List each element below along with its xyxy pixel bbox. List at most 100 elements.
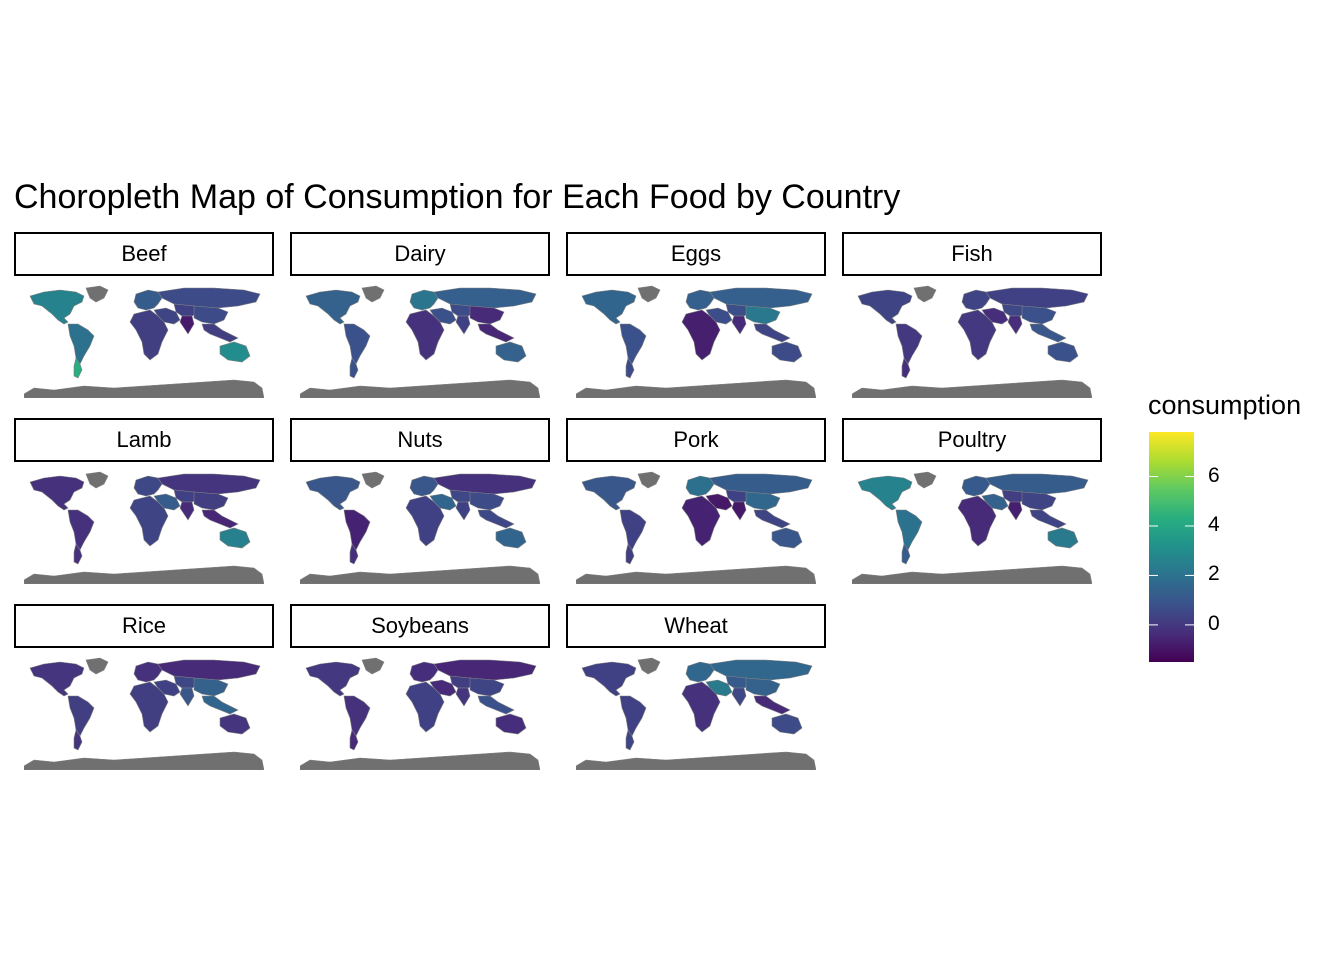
- region-india: [1007, 315, 1023, 335]
- region-china: [193, 677, 229, 697]
- region-russia: [157, 659, 261, 681]
- region-antarctica: [300, 565, 540, 584]
- facet-label-nuts: Nuts: [290, 418, 550, 462]
- region-china: [193, 491, 229, 511]
- region-argentina: [349, 729, 359, 751]
- facet-label-rice: Rice: [14, 604, 274, 648]
- region-greenland: [913, 471, 937, 489]
- world-map-nuts: [300, 471, 540, 584]
- legend-tick-label: 2: [1208, 562, 1220, 586]
- facet-label-wheat: Wheat: [566, 604, 826, 648]
- region-china: [745, 677, 781, 697]
- world-map-wheat: [576, 657, 816, 770]
- region-australia: [219, 341, 251, 363]
- region-southeast-asia: [753, 323, 791, 343]
- facet-panel-eggs: Eggs: [566, 232, 826, 398]
- region-australia: [495, 341, 527, 363]
- region-australia: [771, 713, 803, 735]
- facet-label-soybeans: Soybeans: [290, 604, 550, 648]
- region-greenland: [913, 285, 937, 303]
- region-russia: [985, 473, 1089, 495]
- region-greenland: [85, 657, 109, 675]
- facet-panel-soybeans: Soybeans: [290, 604, 550, 770]
- region-south-america: [343, 323, 371, 365]
- region-russia: [157, 473, 261, 495]
- region-europe: [409, 475, 439, 497]
- region-argentina: [349, 357, 359, 379]
- region-south-america: [67, 323, 95, 365]
- region-china: [745, 491, 781, 511]
- region-argentina: [73, 357, 83, 379]
- region-europe: [409, 289, 439, 311]
- facet-label-fish: Fish: [842, 232, 1102, 276]
- region-europe: [409, 661, 439, 683]
- region-antarctica: [576, 565, 816, 584]
- region-india: [179, 687, 195, 707]
- region-russia: [985, 287, 1089, 309]
- region-europe: [685, 661, 715, 683]
- region-russia: [709, 287, 813, 309]
- region-australia: [1047, 527, 1079, 549]
- region-antarctica: [852, 379, 1092, 398]
- region-australia: [771, 527, 803, 549]
- region-australia: [771, 341, 803, 363]
- region-argentina: [901, 357, 911, 379]
- region-africa: [681, 681, 721, 733]
- region-europe: [133, 289, 163, 311]
- region-australia: [495, 527, 527, 549]
- facet-label-beef: Beef: [14, 232, 274, 276]
- region-antarctica: [852, 565, 1092, 584]
- facet-panel-lamb: Lamb: [14, 418, 274, 584]
- region-greenland: [361, 657, 385, 675]
- region-southeast-asia: [477, 695, 515, 715]
- region-china: [1021, 305, 1057, 325]
- region-argentina: [625, 543, 635, 565]
- world-map-fish: [852, 285, 1092, 398]
- region-south-america: [67, 695, 95, 737]
- world-map-rice: [24, 657, 264, 770]
- region-russia: [709, 659, 813, 681]
- region-australia: [495, 713, 527, 735]
- region-south-america: [619, 695, 647, 737]
- region-russia: [433, 473, 537, 495]
- region-greenland: [361, 471, 385, 489]
- region-india: [455, 315, 471, 335]
- region-europe: [133, 661, 163, 683]
- facet-panel-dairy: Dairy: [290, 232, 550, 398]
- legend-tick-label: 6: [1208, 463, 1220, 487]
- region-china: [193, 305, 229, 325]
- region-africa: [681, 495, 721, 547]
- region-china: [469, 677, 505, 697]
- region-argentina: [349, 543, 359, 565]
- region-russia: [433, 287, 537, 309]
- region-europe: [961, 289, 991, 311]
- region-antarctica: [24, 379, 264, 398]
- region-russia: [433, 659, 537, 681]
- region-india: [455, 687, 471, 707]
- facet-panel-beef: Beef: [14, 232, 274, 398]
- region-greenland: [85, 285, 109, 303]
- region-europe: [685, 475, 715, 497]
- region-africa: [129, 495, 169, 547]
- world-map-dairy: [300, 285, 540, 398]
- region-north-america: [305, 661, 361, 697]
- region-antarctica: [24, 565, 264, 584]
- region-north-america: [29, 289, 85, 325]
- region-africa: [405, 309, 445, 361]
- region-north-america: [857, 475, 913, 511]
- region-south-america: [895, 509, 923, 551]
- region-europe: [133, 475, 163, 497]
- region-india: [455, 501, 471, 521]
- region-europe: [685, 289, 715, 311]
- region-north-america: [305, 475, 361, 511]
- region-africa: [681, 309, 721, 361]
- region-india: [179, 315, 195, 335]
- region-greenland: [637, 285, 661, 303]
- region-europe: [961, 475, 991, 497]
- region-greenland: [637, 471, 661, 489]
- world-map-soybeans: [300, 657, 540, 770]
- region-india: [1007, 501, 1023, 521]
- region-south-america: [619, 323, 647, 365]
- world-map-beef: [24, 285, 264, 398]
- region-southeast-asia: [1029, 323, 1067, 343]
